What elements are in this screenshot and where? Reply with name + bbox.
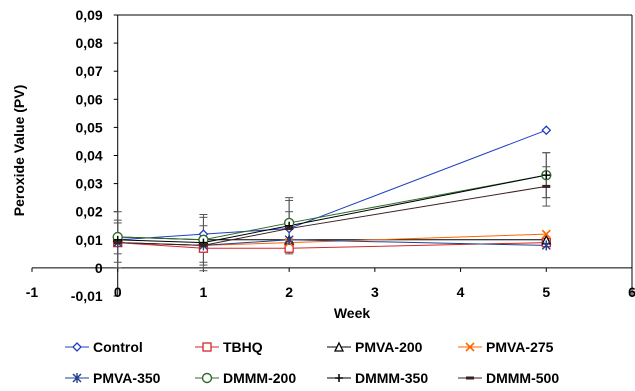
legend-swatch-marker	[333, 341, 345, 352]
legend-label: PMVA-275	[486, 339, 554, 355]
data-point-dmmm-500	[199, 243, 208, 247]
series-line-dmmm-350	[117, 174, 547, 244]
data-point-pmva-350	[284, 234, 294, 245]
x-axis-title: Week	[334, 305, 371, 321]
series-line-dmmm-500	[117, 185, 547, 246]
legend-swatch-marker	[335, 374, 343, 382]
legend-label: PMVA-350	[93, 370, 161, 386]
legend-swatch-marker	[202, 342, 212, 352]
data-point-dmmm-350	[542, 171, 551, 180]
legend-label: PMVA-200	[355, 339, 423, 355]
x-tick-label: -1	[26, 284, 39, 300]
y-tick-label: 0,02	[75, 204, 102, 220]
y-tick-label: 0,08	[75, 35, 102, 51]
series-line-control	[117, 129, 547, 241]
legend-item-pmva-275: PMVA-275	[458, 339, 554, 355]
y-tick-label: 0,03	[75, 176, 102, 192]
legend-item-dmmm-500: DMMM-500	[458, 370, 559, 386]
data-point-dmmm-500	[113, 241, 122, 245]
legend-item-pmva-200: PMVA-200	[327, 339, 423, 355]
y-tick-label: 0,07	[75, 63, 102, 79]
legend-label: DMMM-200	[223, 370, 296, 386]
legend-label: Control	[93, 339, 143, 355]
x-tick-label: 5	[542, 284, 550, 300]
data-point-control	[541, 125, 552, 136]
series-line-dmmm-200	[117, 174, 547, 241]
data-point-dmmm-500	[285, 227, 294, 231]
y-tick-label: -0,01	[71, 288, 103, 304]
legend-item-tbhq: TBHQ	[195, 339, 263, 355]
legend-label: TBHQ	[223, 339, 263, 355]
y-axis-title: Peroxide Value (PV)	[11, 85, 27, 217]
series-markers	[112, 125, 552, 253]
legend-swatch-marker	[201, 372, 213, 384]
y-tick-label: 0,04	[75, 148, 102, 164]
data-point-pmva-350	[541, 240, 551, 251]
data-point-dmmm-500	[542, 184, 551, 188]
series-line-tbhq	[117, 242, 547, 249]
x-tick-label: 1	[200, 284, 208, 300]
legend-swatch-marker	[466, 376, 474, 380]
x-tick-label: 3	[371, 284, 379, 300]
legend-item-dmmm-200: DMMM-200	[195, 370, 296, 386]
legend-label: DMMM-350	[355, 370, 428, 386]
legend: Control TBHQ PMVA-200 PMVA-275 PMVA-350 DMMM-…	[65, 339, 559, 386]
y-tick-label: 0,05	[75, 119, 102, 135]
marker-stroke	[541, 229, 551, 239]
legend-item-pmva-350: PMVA-350	[65, 370, 161, 386]
x-tick-label: 2	[285, 284, 293, 300]
series-lines	[117, 129, 547, 249]
legend-swatch-marker	[465, 342, 475, 352]
legend-item-control: Control	[65, 339, 143, 355]
y-tick-label: 0,09	[75, 7, 102, 23]
y-tick-label: 0,06	[75, 91, 102, 107]
legend-swatch-marker	[72, 373, 82, 383]
legend-swatch-marker	[72, 342, 82, 352]
legend-label: DMMM-500	[486, 370, 559, 386]
x-tick-label: 4	[457, 284, 465, 300]
data-point-pmva-275	[541, 229, 551, 239]
x-tick-label: 0	[114, 284, 122, 300]
x-tick-label: 6	[628, 284, 635, 300]
y-tick-label: 0,01	[75, 232, 102, 248]
marker-stroke	[465, 342, 475, 352]
y-tick-label: 0	[95, 260, 103, 276]
axes: -0,01 0 0,01 0,02 0,03 0,04 0,05 0,06 0,07 0,08 0,…	[26, 7, 635, 304]
legend-item-dmmm-350: DMMM-350	[327, 370, 428, 386]
